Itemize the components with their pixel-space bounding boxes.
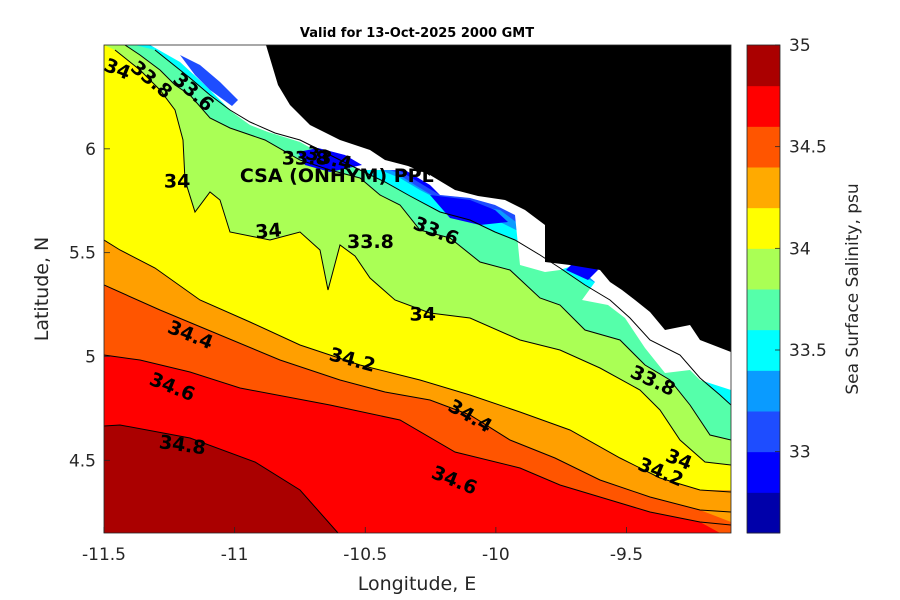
platform-star-marker: ☆ [411, 151, 434, 181]
x-axis: -11.5 -11 -10.5 -10 -9.5 [82, 527, 643, 565]
x-tick-label: -9.5 [610, 545, 643, 565]
x-tick-label: -10 [482, 545, 510, 565]
colorbar-swatch [747, 85, 780, 127]
colorbar-swatch [747, 289, 780, 331]
colorbar-swatch [747, 248, 780, 290]
contour-label: 33.8 [282, 148, 329, 170]
colorbar-tick-label: 34 [789, 239, 811, 259]
y-tick-label: 5.5 [69, 244, 96, 264]
contour-label: 34 [164, 171, 190, 193]
blue-patch-1 [298, 148, 362, 172]
y-tick-label: 4.5 [69, 451, 96, 471]
contour-label: 34 [409, 303, 435, 325]
colorbar-tick-label: 33.5 [789, 341, 827, 361]
colorbar-swatch [747, 451, 780, 493]
y-tick-label: 5 [85, 347, 96, 367]
colorbar-tick-label: 33 [789, 443, 811, 463]
x-tick-label: -11.5 [82, 545, 126, 565]
contour-lines [104, 45, 731, 533]
plot-frame [103, 44, 732, 534]
colorbar [746, 44, 781, 534]
colorbar-ticks: 33 33.5 34 34.5 35 [775, 36, 827, 463]
contour-label: 33.8 [347, 231, 394, 253]
colorbar-swatch [747, 370, 780, 412]
contour-label: 34 [254, 219, 282, 243]
colorbar-swatch [747, 492, 780, 534]
colorbar-swatch [747, 167, 780, 209]
colorbar-label: Sea Surface Salinity, psu [843, 183, 863, 394]
blue-patch-4 [180, 55, 238, 106]
chart-title: Valid for 13-Oct-2025 2000 GMT [300, 26, 534, 41]
x-tick-label: -10.5 [343, 545, 387, 565]
y-tick-label: 6 [85, 140, 96, 160]
land-mask [266, 45, 731, 352]
colorbar-swatch [747, 329, 780, 371]
colorbar-swatch [747, 207, 780, 249]
platform-annotation: CSA (ONHYM) PPL EB. [240, 165, 475, 187]
blue-patch-2 [430, 195, 508, 225]
y-axis-label: Latitude, N [31, 237, 53, 342]
colorbar-tick-label: 35 [789, 36, 811, 56]
x-axis-label: Longitude, E [358, 573, 477, 595]
y-axis: 4.5 5 5.5 6 [69, 140, 110, 471]
colorbar-swatch [747, 45, 780, 87]
x-tick-label: -11 [221, 545, 249, 565]
colorbar-swatch [747, 126, 780, 168]
colorbar-swatch [747, 411, 780, 453]
colorbar-tick-label: 34.5 [789, 138, 827, 158]
colorbar-frame [746, 44, 781, 534]
